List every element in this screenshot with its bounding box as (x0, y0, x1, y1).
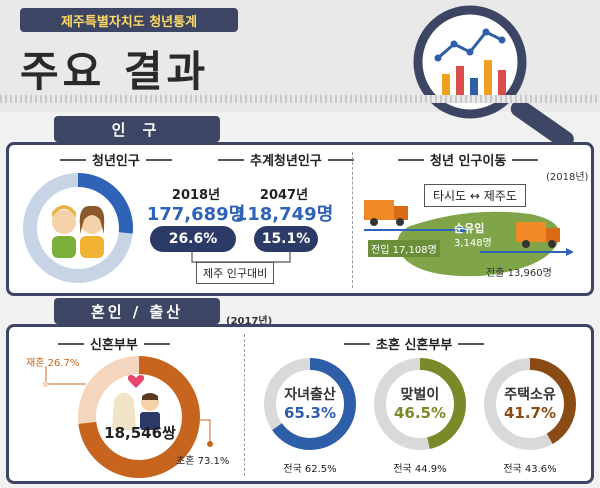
compare-note: 제주 인구대비 (196, 262, 275, 284)
outflow-value: 전출 13,960명 (486, 268, 552, 279)
marriage-divider (244, 334, 245, 476)
child-birth-label: 자녀출산 65.3% (283, 387, 337, 422)
dual-income-label: 맞벌이 46.5% (393, 387, 447, 422)
year-2047: 2047년 (259, 188, 309, 203)
year-2018: 2018년 (171, 188, 221, 203)
first-marriage-title: 초혼 신혼부부 (344, 334, 485, 353)
report-badge: 제주특별자치도 청년통계 (20, 8, 238, 32)
jeju-map-illustration (364, 200, 574, 277)
marriage-year: (2017년) (226, 316, 273, 327)
estimate-pop-title: 추계청년인구 (218, 150, 354, 169)
dual-income-national: 전국 44.9% (393, 464, 447, 475)
net-inflow-label: 순유입 (454, 222, 485, 235)
newlywed-total: 18,546쌍 (104, 424, 176, 442)
net-inflow-value: 3,148명 (454, 238, 492, 249)
remarriage-share: 재혼 26.7% (26, 358, 80, 369)
route-label: 타시도 ↔ 제주도 (424, 184, 526, 207)
page-title: 주요 결과 (20, 47, 210, 96)
divider-stripe (0, 95, 600, 103)
section-population: 인 구 (54, 116, 220, 142)
inflow-value: 전입 17,108명 (368, 240, 440, 257)
migration-year: (2018년) (546, 172, 589, 183)
panel-divider (352, 152, 353, 288)
home-ownership-ring (484, 358, 576, 450)
section-marriage: 혼인 / 출산 (54, 298, 220, 324)
dual-income-ring (374, 358, 466, 450)
truck-inbound-icon (364, 200, 408, 226)
migration-title: 청년 인구이동 (398, 150, 539, 169)
home-ownership-label: 주택소유 41.7% (503, 387, 557, 422)
newlywed-ring (78, 356, 200, 478)
share-2018: 26.6% (150, 226, 236, 252)
share-2047: 15.1% (254, 226, 318, 252)
newlywed-title: 신혼부부 (58, 334, 170, 353)
chart-magnifier-icon (413, 5, 574, 144)
truck-outbound-icon (516, 222, 560, 248)
young-couple-icon (52, 205, 105, 258)
child-birth-national: 전국 62.5% (283, 464, 337, 475)
child-birth-ring (264, 358, 356, 450)
youth-pop-2018: 177,689명 (146, 204, 246, 225)
home-ownership-national: 전국 43.6% (503, 464, 557, 475)
ring-callout-lines (43, 366, 213, 447)
youth-pop-title: 청년인구 (60, 150, 172, 169)
youth-pop-2047: 118,749명 (234, 204, 334, 225)
first-marriage-share: 초혼 73.1% (176, 456, 230, 467)
youth-share-ring (23, 173, 133, 283)
wedding-couple-icon (112, 375, 160, 430)
